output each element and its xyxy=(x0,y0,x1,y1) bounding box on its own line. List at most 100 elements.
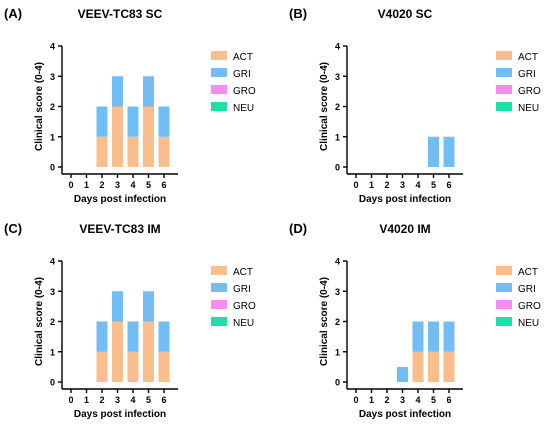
legend-label-gri: GRI xyxy=(233,284,251,295)
legend-swatch-neu xyxy=(496,102,512,111)
chart-title: V4020 SC xyxy=(378,7,433,21)
y-tick-label: 3 xyxy=(50,287,55,297)
bar-gri-day-5 xyxy=(428,136,439,167)
bar-gri-day-6 xyxy=(158,106,170,137)
y-tick-label: 0 xyxy=(50,163,55,173)
bar-gri-day-6 xyxy=(158,321,170,352)
bar-gri-day-2 xyxy=(96,321,108,352)
y-tick-label: 2 xyxy=(335,317,340,327)
y-tick-label: 1 xyxy=(50,132,55,142)
y-tick-label: 3 xyxy=(335,72,340,82)
bar-gri-day-3 xyxy=(112,76,123,107)
x-tick-label: 3 xyxy=(400,395,405,405)
x-tick-label: 3 xyxy=(115,180,120,190)
legend-swatch-gro xyxy=(211,85,227,94)
x-tick-label: 6 xyxy=(446,395,451,405)
legend-swatch-neu xyxy=(496,317,512,326)
y-tick-label: 3 xyxy=(335,287,340,297)
y-axis-label: Clinical score (0-4) xyxy=(34,277,45,366)
x-tick-label: 0 xyxy=(353,180,358,190)
panel-label: (B) xyxy=(289,6,307,21)
legend-swatch-gri xyxy=(211,283,227,292)
bar-gri-day-3 xyxy=(397,366,408,382)
x-tick-label: 4 xyxy=(415,180,420,190)
legend-label-act: ACT xyxy=(233,52,253,63)
bar-act-day-4 xyxy=(412,351,424,382)
legend-label-act: ACT xyxy=(233,267,253,278)
legend-label-neu: NEU xyxy=(233,318,254,329)
legend-swatch-gri xyxy=(496,68,512,77)
x-tick-label: 0 xyxy=(68,395,73,405)
bar-act-day-6 xyxy=(158,351,170,382)
chart-title: VEEV-TC83 IM xyxy=(79,222,160,236)
bar-act-day-6 xyxy=(158,136,170,167)
legend-swatch-neu xyxy=(211,317,227,326)
chart-title: VEEV-TC83 SC xyxy=(78,7,163,21)
bar-gri-day-6 xyxy=(443,321,455,352)
x-tick-label: 6 xyxy=(161,180,166,190)
legend-label-gro: GRO xyxy=(233,301,256,312)
bar-gri-day-5 xyxy=(143,291,154,322)
bar-act-day-3 xyxy=(112,106,123,167)
x-tick-label: 4 xyxy=(415,395,420,405)
x-axis-label: Days post infection xyxy=(74,409,166,420)
panel-label: (D) xyxy=(289,221,307,236)
x-tick-label: 2 xyxy=(384,395,389,405)
legend-label-gro: GRO xyxy=(518,301,541,312)
legend-label-neu: NEU xyxy=(233,103,254,114)
legend-swatch-neu xyxy=(211,102,227,111)
bar-gri-day-5 xyxy=(428,321,439,352)
y-tick-label: 4 xyxy=(335,257,340,267)
x-tick-label: 0 xyxy=(68,180,73,190)
bar-act-day-6 xyxy=(443,351,455,382)
y-axis-label: Clinical score (0-4) xyxy=(319,62,330,151)
legend-swatch-act xyxy=(496,51,512,60)
legend-swatch-gri xyxy=(496,283,512,292)
bar-act-day-2 xyxy=(96,136,108,167)
legend-label-gri: GRI xyxy=(233,69,251,80)
chart-title: V4020 IM xyxy=(379,222,430,236)
y-tick-label: 0 xyxy=(50,378,55,388)
bar-act-day-4 xyxy=(127,351,139,382)
x-axis-label: Days post infection xyxy=(359,194,451,205)
bar-act-day-4 xyxy=(127,136,139,167)
bar-act-day-2 xyxy=(96,351,108,382)
x-tick-label: 5 xyxy=(431,180,436,190)
x-tick-label: 5 xyxy=(146,395,151,405)
y-tick-label: 1 xyxy=(335,347,340,357)
panel-label: (C) xyxy=(4,221,22,236)
y-tick-label: 0 xyxy=(335,378,340,388)
legend-swatch-gro xyxy=(211,300,227,309)
bar-gri-day-3 xyxy=(112,291,123,322)
bar-gri-day-5 xyxy=(143,76,154,107)
legend-swatch-gro xyxy=(496,300,512,309)
panel-label: (A) xyxy=(4,6,22,21)
legend-label-gri: GRI xyxy=(518,284,536,295)
y-tick-label: 3 xyxy=(50,72,55,82)
y-tick-label: 2 xyxy=(50,317,55,327)
x-tick-label: 6 xyxy=(446,180,451,190)
y-tick-label: 4 xyxy=(50,42,55,52)
bar-gri-day-6 xyxy=(443,136,455,167)
bar-gri-day-2 xyxy=(96,106,108,137)
x-tick-label: 2 xyxy=(384,180,389,190)
x-axis-label: Days post infection xyxy=(74,194,166,205)
y-tick-label: 4 xyxy=(335,42,340,52)
y-tick-label: 0 xyxy=(335,163,340,173)
x-axis-label: Days post infection xyxy=(359,409,451,420)
bar-act-day-5 xyxy=(428,351,439,382)
x-tick-label: 5 xyxy=(146,180,151,190)
bar-gri-day-4 xyxy=(127,106,139,137)
y-tick-label: 1 xyxy=(335,132,340,142)
legend-swatch-act xyxy=(211,51,227,60)
legend-label-gro: GRO xyxy=(233,86,256,97)
bar-act-day-5 xyxy=(143,106,154,167)
legend-label-gro: GRO xyxy=(518,86,541,97)
bar-act-day-3 xyxy=(112,321,123,382)
y-tick-label: 2 xyxy=(50,102,55,112)
